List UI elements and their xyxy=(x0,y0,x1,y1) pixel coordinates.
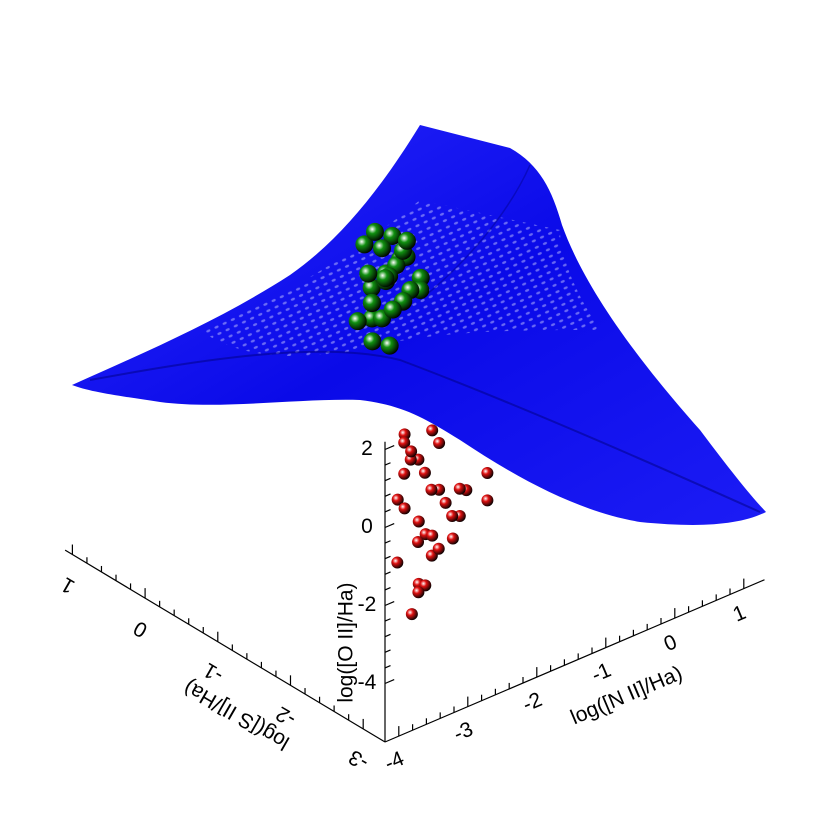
green-points xyxy=(348,222,430,355)
surface-ridge xyxy=(419,164,531,301)
axis-title: log([N II]/Ha) xyxy=(567,662,686,730)
data-point xyxy=(412,586,425,599)
data-point xyxy=(383,300,402,319)
tick-label: -4 xyxy=(358,671,377,694)
data-point xyxy=(446,510,459,523)
data-point xyxy=(418,466,431,479)
data-point xyxy=(383,226,402,245)
minor-tick xyxy=(384,665,391,669)
data-point xyxy=(355,235,374,254)
y-axis-line xyxy=(64,549,386,743)
data-point xyxy=(446,532,459,545)
data-point xyxy=(426,529,439,542)
tick-label: 0 xyxy=(661,630,681,656)
tick-label: 0 xyxy=(361,515,373,538)
data-point xyxy=(391,556,404,569)
minor-tick xyxy=(384,618,391,622)
data-point xyxy=(439,496,452,509)
surface-texture xyxy=(200,200,600,356)
tick-label: -1 xyxy=(588,658,614,686)
minor-tick xyxy=(384,477,391,482)
minor-tick xyxy=(384,571,391,575)
data-point xyxy=(365,222,384,241)
data-point xyxy=(433,436,446,449)
data-point xyxy=(425,483,438,496)
tick-mark xyxy=(384,523,395,529)
minor-tick xyxy=(384,555,391,560)
axes xyxy=(64,441,765,743)
data-point xyxy=(453,482,466,495)
minor-tick xyxy=(384,649,391,653)
data-point xyxy=(412,536,425,549)
minor-tick xyxy=(384,587,391,591)
data-point xyxy=(380,336,399,355)
tick-label: -3 xyxy=(345,745,373,774)
data-point xyxy=(363,332,382,351)
data-point xyxy=(363,293,382,312)
axis-title: log([O II]/Ha) xyxy=(335,582,358,702)
minor-tick xyxy=(384,462,391,466)
data-point xyxy=(398,467,411,480)
data-point xyxy=(481,494,494,507)
surface-ridge xyxy=(89,350,761,513)
tick-label: -3 xyxy=(450,717,476,745)
data-point xyxy=(376,269,395,288)
tick-label: -2 xyxy=(358,593,377,616)
tick-mark xyxy=(384,679,395,685)
data-point xyxy=(405,445,418,458)
data-point xyxy=(362,278,381,297)
data-point xyxy=(397,231,416,250)
data-point xyxy=(405,608,418,621)
tick-label: -2 xyxy=(519,688,545,716)
minor-tick xyxy=(384,493,391,497)
tick-label: 0 xyxy=(130,616,152,642)
tick-label: 1 xyxy=(57,572,79,598)
data-point xyxy=(412,515,425,528)
tick-label: -4 xyxy=(381,747,407,776)
tick-mark xyxy=(384,601,395,607)
minor-tick xyxy=(384,633,391,638)
data-point xyxy=(359,264,378,283)
data-point xyxy=(373,239,392,258)
tick-mark xyxy=(384,445,395,451)
data-point xyxy=(398,436,411,449)
surface xyxy=(72,125,766,525)
minor-tick xyxy=(384,540,391,544)
data-point xyxy=(398,502,411,515)
data-point xyxy=(391,493,404,506)
data-point xyxy=(348,312,367,331)
data-point xyxy=(426,424,439,437)
tick-label: 1 xyxy=(730,601,750,627)
x-axis-line xyxy=(384,579,765,743)
minor-tick xyxy=(384,509,391,513)
data-point xyxy=(432,542,445,555)
tick-label: 2 xyxy=(361,437,373,460)
data-point xyxy=(481,467,494,480)
